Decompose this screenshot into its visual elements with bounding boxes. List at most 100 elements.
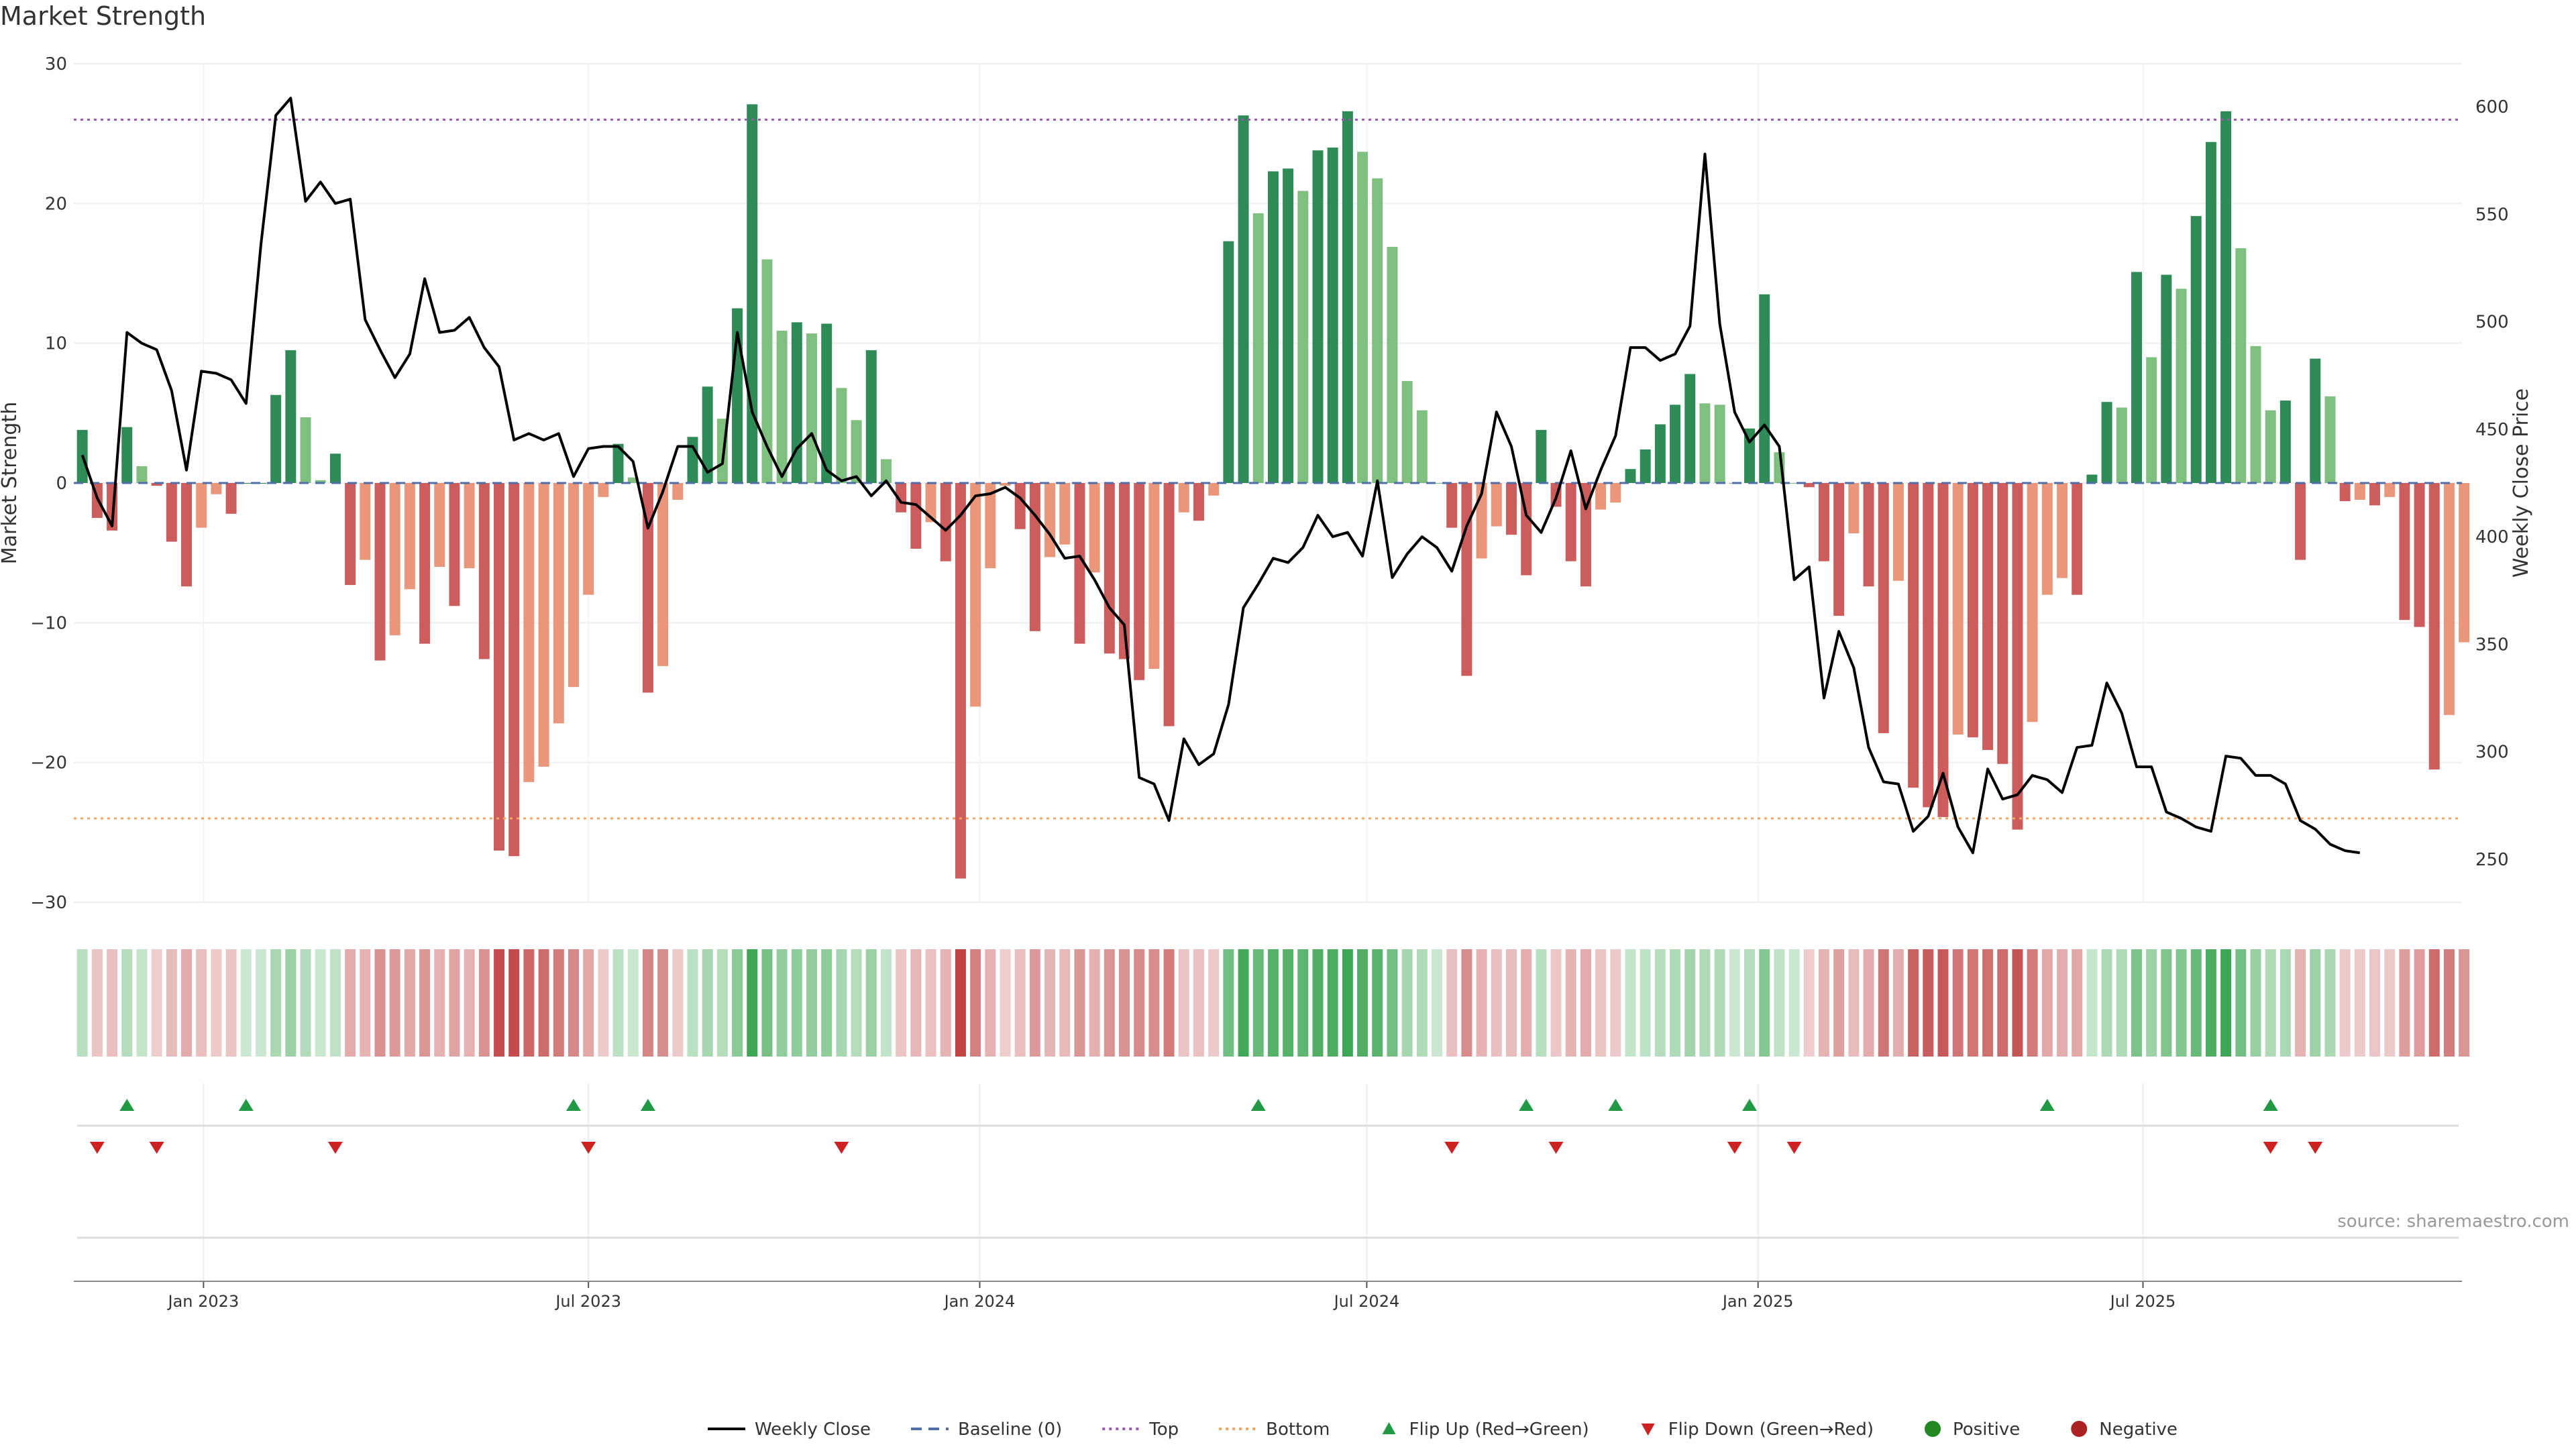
y2-tick-label: 450	[2475, 420, 2509, 440]
heat-cell	[627, 949, 639, 1057]
heat-cell	[464, 949, 475, 1057]
strength-bar	[970, 483, 981, 707]
strength-bar	[300, 417, 311, 483]
strength-bar	[1684, 374, 1696, 483]
strength-bar	[1863, 483, 1874, 587]
heat-cell	[478, 949, 490, 1057]
legend-label: Positive	[1953, 1419, 2020, 1440]
heat-cell	[732, 949, 743, 1057]
heat-cell	[107, 949, 118, 1057]
heat-cell	[1997, 949, 2008, 1057]
reference-lines	[74, 118, 2462, 820]
heat-cell	[2428, 949, 2440, 1057]
strength-bar	[1014, 483, 1026, 529]
strength-bar	[806, 333, 818, 483]
strength-bar	[1416, 410, 1428, 483]
flip-up-marker	[640, 1099, 655, 1111]
heat-cell	[374, 949, 386, 1057]
heat-cell	[970, 949, 981, 1057]
strength-bar	[1267, 171, 1279, 483]
heat-cell	[2369, 949, 2381, 1057]
strength-bar	[1759, 294, 1770, 483]
strength-bar	[1178, 483, 1189, 513]
heat-cell	[687, 949, 698, 1057]
legend: Weekly Close Baseline (0) Top Bottom Flip Up…	[708, 1419, 2178, 1440]
strength-bar	[1670, 405, 1681, 483]
flip-up-marker	[1742, 1099, 1758, 1111]
strength-bar	[196, 483, 207, 528]
strength-bar	[2295, 483, 2306, 560]
strength-bar	[2101, 402, 2112, 483]
heat-cell	[538, 949, 549, 1057]
flip-up-marker	[566, 1099, 581, 1111]
strength-bar	[2428, 483, 2440, 770]
strength-bar	[583, 483, 594, 595]
heat-cell	[985, 949, 996, 1057]
strength-bar	[404, 483, 415, 590]
strength-bar	[1193, 483, 1204, 521]
heat-cell	[747, 949, 758, 1057]
strength-bar	[687, 437, 698, 483]
strength-bar	[925, 483, 936, 523]
strength-bar	[2057, 483, 2068, 578]
strength-bar	[1505, 483, 1517, 535]
strength-bar	[121, 427, 133, 483]
heat-cell	[657, 949, 669, 1057]
x-tick-label: Jan 2024	[943, 1292, 1016, 1311]
strength-bar	[1104, 483, 1115, 654]
heat-cell	[1848, 949, 1860, 1057]
heat-cell	[300, 949, 311, 1057]
heat-cell	[1788, 949, 1800, 1057]
heat-cell	[1684, 949, 1696, 1057]
y-tick-label: 10	[45, 334, 67, 354]
strength-bar	[181, 483, 193, 587]
strength-bar	[1878, 483, 1889, 733]
flip-down-marker	[1727, 1142, 1742, 1154]
heat-cell	[1892, 949, 1904, 1057]
heat-cell	[1327, 949, 1338, 1057]
heat-cell	[553, 949, 564, 1057]
strength-bar	[255, 483, 266, 484]
heat-cell	[2250, 949, 2261, 1057]
heat-cell	[598, 949, 609, 1057]
heat-cell	[896, 949, 907, 1057]
heat-cell	[1967, 949, 1978, 1057]
heat-cell	[1878, 949, 1889, 1057]
heat-cell	[315, 949, 326, 1057]
strength-bar	[2324, 396, 2336, 483]
y2-tick-label: 250	[2475, 850, 2509, 870]
flip-up-marker	[2039, 1099, 2055, 1111]
heat-cell	[2101, 949, 2112, 1057]
strength-bar	[2131, 272, 2142, 483]
y-tick-label: 30	[45, 54, 67, 74]
strength-bar	[1803, 483, 1815, 488]
heat-cell	[1163, 949, 1175, 1057]
strength-bar	[642, 483, 653, 693]
strength-bar	[612, 443, 624, 483]
heat-cell	[1297, 949, 1309, 1057]
strength-bar	[1654, 424, 1666, 483]
flip-down-marker	[581, 1142, 596, 1154]
strength-bar	[568, 483, 579, 688]
heat-cell	[2116, 949, 2127, 1057]
heat-cell	[583, 949, 594, 1057]
strength-bar	[836, 388, 847, 483]
strength-bar	[2459, 483, 2470, 643]
heat-cell	[672, 949, 684, 1057]
heat-cell	[1148, 949, 1160, 1057]
heat-cell	[211, 949, 222, 1057]
heat-cell	[851, 949, 862, 1057]
heat-cell	[1000, 949, 1011, 1057]
heat-cell	[1252, 949, 1264, 1057]
strength-bar	[821, 323, 833, 483]
strength-bar	[1610, 483, 1621, 503]
heat-cell	[285, 949, 297, 1057]
legend-item: Bottom	[1219, 1419, 1330, 1440]
flip-up-marker	[1519, 1099, 1534, 1111]
legend-item: Negative	[2071, 1419, 2178, 1440]
strength-bar	[1312, 150, 1324, 483]
strength-bar	[1714, 405, 1725, 483]
strength-bar	[2161, 274, 2172, 483]
heat-cell	[2086, 949, 2098, 1057]
heat-cell	[1238, 949, 1249, 1057]
